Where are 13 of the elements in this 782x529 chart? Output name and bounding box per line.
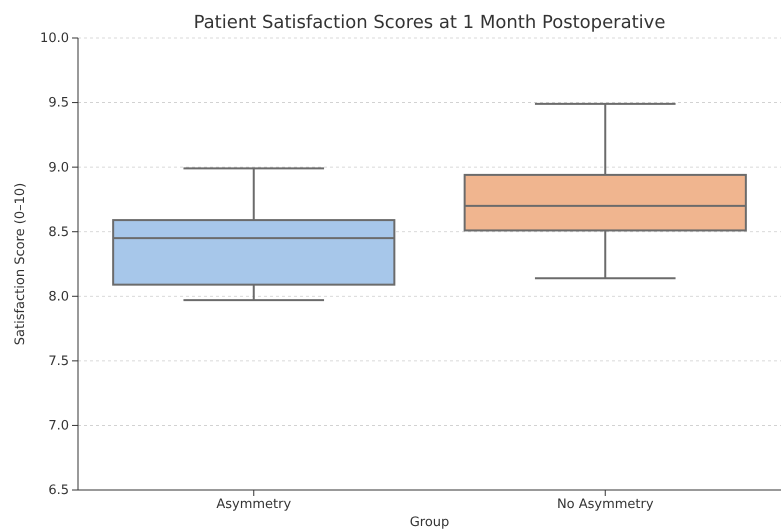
y-tick-label: 6.5 <box>48 483 69 498</box>
x-tick-label: Asymmetry <box>216 497 292 512</box>
y-tick-label: 9.0 <box>48 160 69 176</box>
y-tick-label: 8.0 <box>48 289 69 304</box>
y-tick-label: 8.5 <box>48 224 69 240</box>
chart-title: Patient Satisfaction Scores at 1 Month Postoperative <box>194 12 666 33</box>
y-tick-label: 9.5 <box>48 96 69 111</box>
y-tick-label: 7.0 <box>48 418 69 434</box>
x-axis-title: Group <box>410 515 450 529</box>
x-tick-label: No Asymmetry <box>556 497 654 512</box>
y-axis-title: Satisfaction Score (0–10) <box>13 182 28 346</box>
y-tick-label: 10.0 <box>40 31 69 46</box>
y-tick-label: 7.5 <box>48 354 69 370</box>
